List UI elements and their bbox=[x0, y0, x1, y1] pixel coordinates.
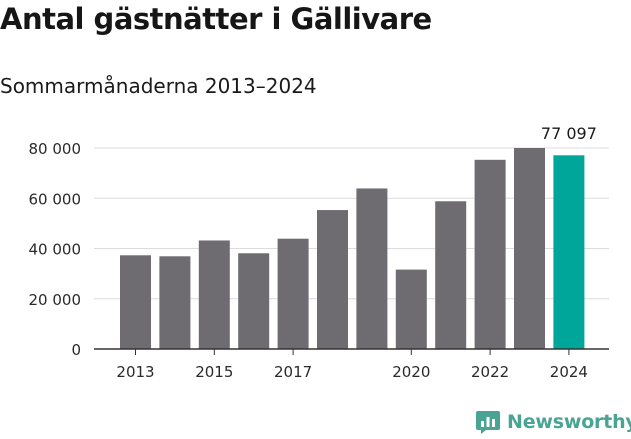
x-tick-label: 2017 bbox=[274, 363, 312, 381]
annotation-label: 77 097 bbox=[541, 124, 597, 143]
bar-2022 bbox=[474, 159, 506, 349]
bar-2023 bbox=[514, 148, 545, 349]
bar-2013 bbox=[120, 255, 151, 349]
bar-2024 bbox=[553, 155, 585, 349]
x-tick-label: 2024 bbox=[550, 363, 588, 381]
bar-2019 bbox=[356, 188, 388, 349]
y-tick-label: 80 000 bbox=[29, 140, 82, 158]
brand-logo: Newsworthy bbox=[475, 407, 631, 437]
chart-subtitle: Sommarmånaderna 2013–2024 bbox=[0, 74, 317, 98]
bar-2017 bbox=[277, 238, 309, 349]
chart-title: Antal gästnätter i Gällivare bbox=[0, 2, 432, 36]
x-tick-label: 2022 bbox=[471, 363, 509, 381]
bar-chart: 0 20 000 40 000 60 000 80 000 2013 2015 2017 202… bbox=[29, 124, 609, 381]
bar-2016 bbox=[238, 253, 270, 349]
brand-name: Newsworthy bbox=[507, 411, 631, 433]
y-tick-label: 20 000 bbox=[29, 291, 82, 309]
bar-2014 bbox=[159, 256, 191, 349]
y-tick-label: 60 000 bbox=[29, 190, 82, 208]
x-tick-label: 2013 bbox=[116, 363, 154, 381]
bar-2021 bbox=[435, 201, 467, 349]
x-tick-label: 2020 bbox=[392, 363, 430, 381]
y-tick-label: 0 bbox=[71, 341, 81, 359]
bar-2015 bbox=[198, 240, 230, 349]
bar-2020 bbox=[395, 269, 427, 349]
x-tick-label: 2015 bbox=[195, 363, 233, 381]
y-tick-label: 40 000 bbox=[29, 241, 82, 259]
newsworthy-logo-icon bbox=[476, 411, 500, 434]
bar-2018 bbox=[317, 210, 348, 349]
